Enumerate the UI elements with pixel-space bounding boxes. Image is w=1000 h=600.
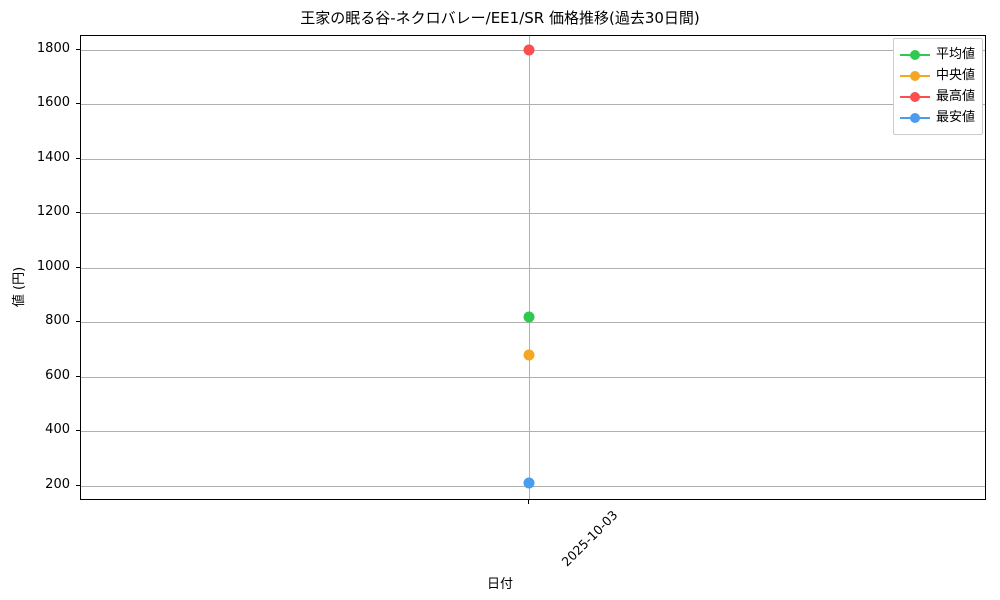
y-tick-mark bbox=[76, 430, 80, 432]
legend-swatch-icon bbox=[900, 70, 930, 81]
y-tick-label: 200 bbox=[45, 477, 70, 492]
y-tick-mark bbox=[76, 103, 80, 105]
chart-legend[interactable]: 平均値中央値最高値最安値 bbox=[893, 38, 983, 135]
data-point-marker bbox=[523, 349, 535, 361]
y-tick-mark bbox=[76, 212, 80, 214]
gridline-horizontal bbox=[81, 322, 985, 324]
y-tick-mark bbox=[76, 157, 80, 159]
y-tick-mark bbox=[76, 485, 80, 486]
y-tick-label: 1000 bbox=[36, 258, 70, 274]
y-tick-label: 1400 bbox=[36, 149, 70, 165]
chart-title: 王家の眠る谷-ネクロバレー/EE1/SR 価格推移(過去30日間) bbox=[300, 9, 700, 27]
legend-swatch-icon bbox=[900, 49, 930, 60]
data-point-marker bbox=[523, 44, 535, 56]
gridline-horizontal bbox=[81, 104, 985, 106]
x-axis-label: 日付 bbox=[486, 577, 513, 592]
x-tick-label: 2025-10-03 bbox=[558, 507, 621, 570]
legend-item[interactable]: 中央値 bbox=[900, 65, 976, 86]
legend-label: 平均値 bbox=[936, 46, 976, 62]
y-tick-mark bbox=[76, 375, 80, 377]
legend-swatch-icon bbox=[900, 112, 930, 123]
y-axis-tick-marks bbox=[76, 35, 80, 500]
gridline-horizontal bbox=[81, 213, 985, 215]
legend-label: 最高値 bbox=[936, 88, 976, 104]
gridline-horizontal bbox=[81, 158, 985, 160]
legend-item[interactable]: 平均値 bbox=[900, 44, 976, 65]
data-point-marker bbox=[523, 477, 535, 489]
legend-swatch-icon bbox=[900, 91, 930, 102]
legend-item[interactable]: 最高値 bbox=[900, 86, 976, 107]
x-tick-mark bbox=[528, 500, 529, 504]
gridline-horizontal bbox=[81, 267, 985, 269]
y-tick-mark bbox=[76, 48, 80, 50]
legend-label: 中央値 bbox=[936, 67, 976, 83]
y-tick-label: 1600 bbox=[36, 95, 70, 111]
y-tick-label: 800 bbox=[45, 313, 70, 329]
y-tick-label: 1800 bbox=[36, 40, 70, 56]
legend-item[interactable]: 最安値 bbox=[900, 107, 976, 128]
y-tick-label: 1200 bbox=[36, 204, 70, 220]
legend-label: 最安値 bbox=[936, 109, 976, 125]
y-tick-label: 600 bbox=[45, 367, 70, 383]
y-tick-label: 400 bbox=[45, 422, 70, 438]
x-axis-tick-marks bbox=[80, 500, 986, 505]
gridline-vertical bbox=[529, 36, 530, 499]
y-tick-mark bbox=[76, 266, 80, 268]
data-point-marker bbox=[523, 311, 535, 323]
plot-area bbox=[80, 35, 986, 500]
y-tick-mark bbox=[76, 321, 80, 323]
gridline-horizontal bbox=[81, 376, 985, 378]
gridline-horizontal bbox=[81, 431, 985, 433]
